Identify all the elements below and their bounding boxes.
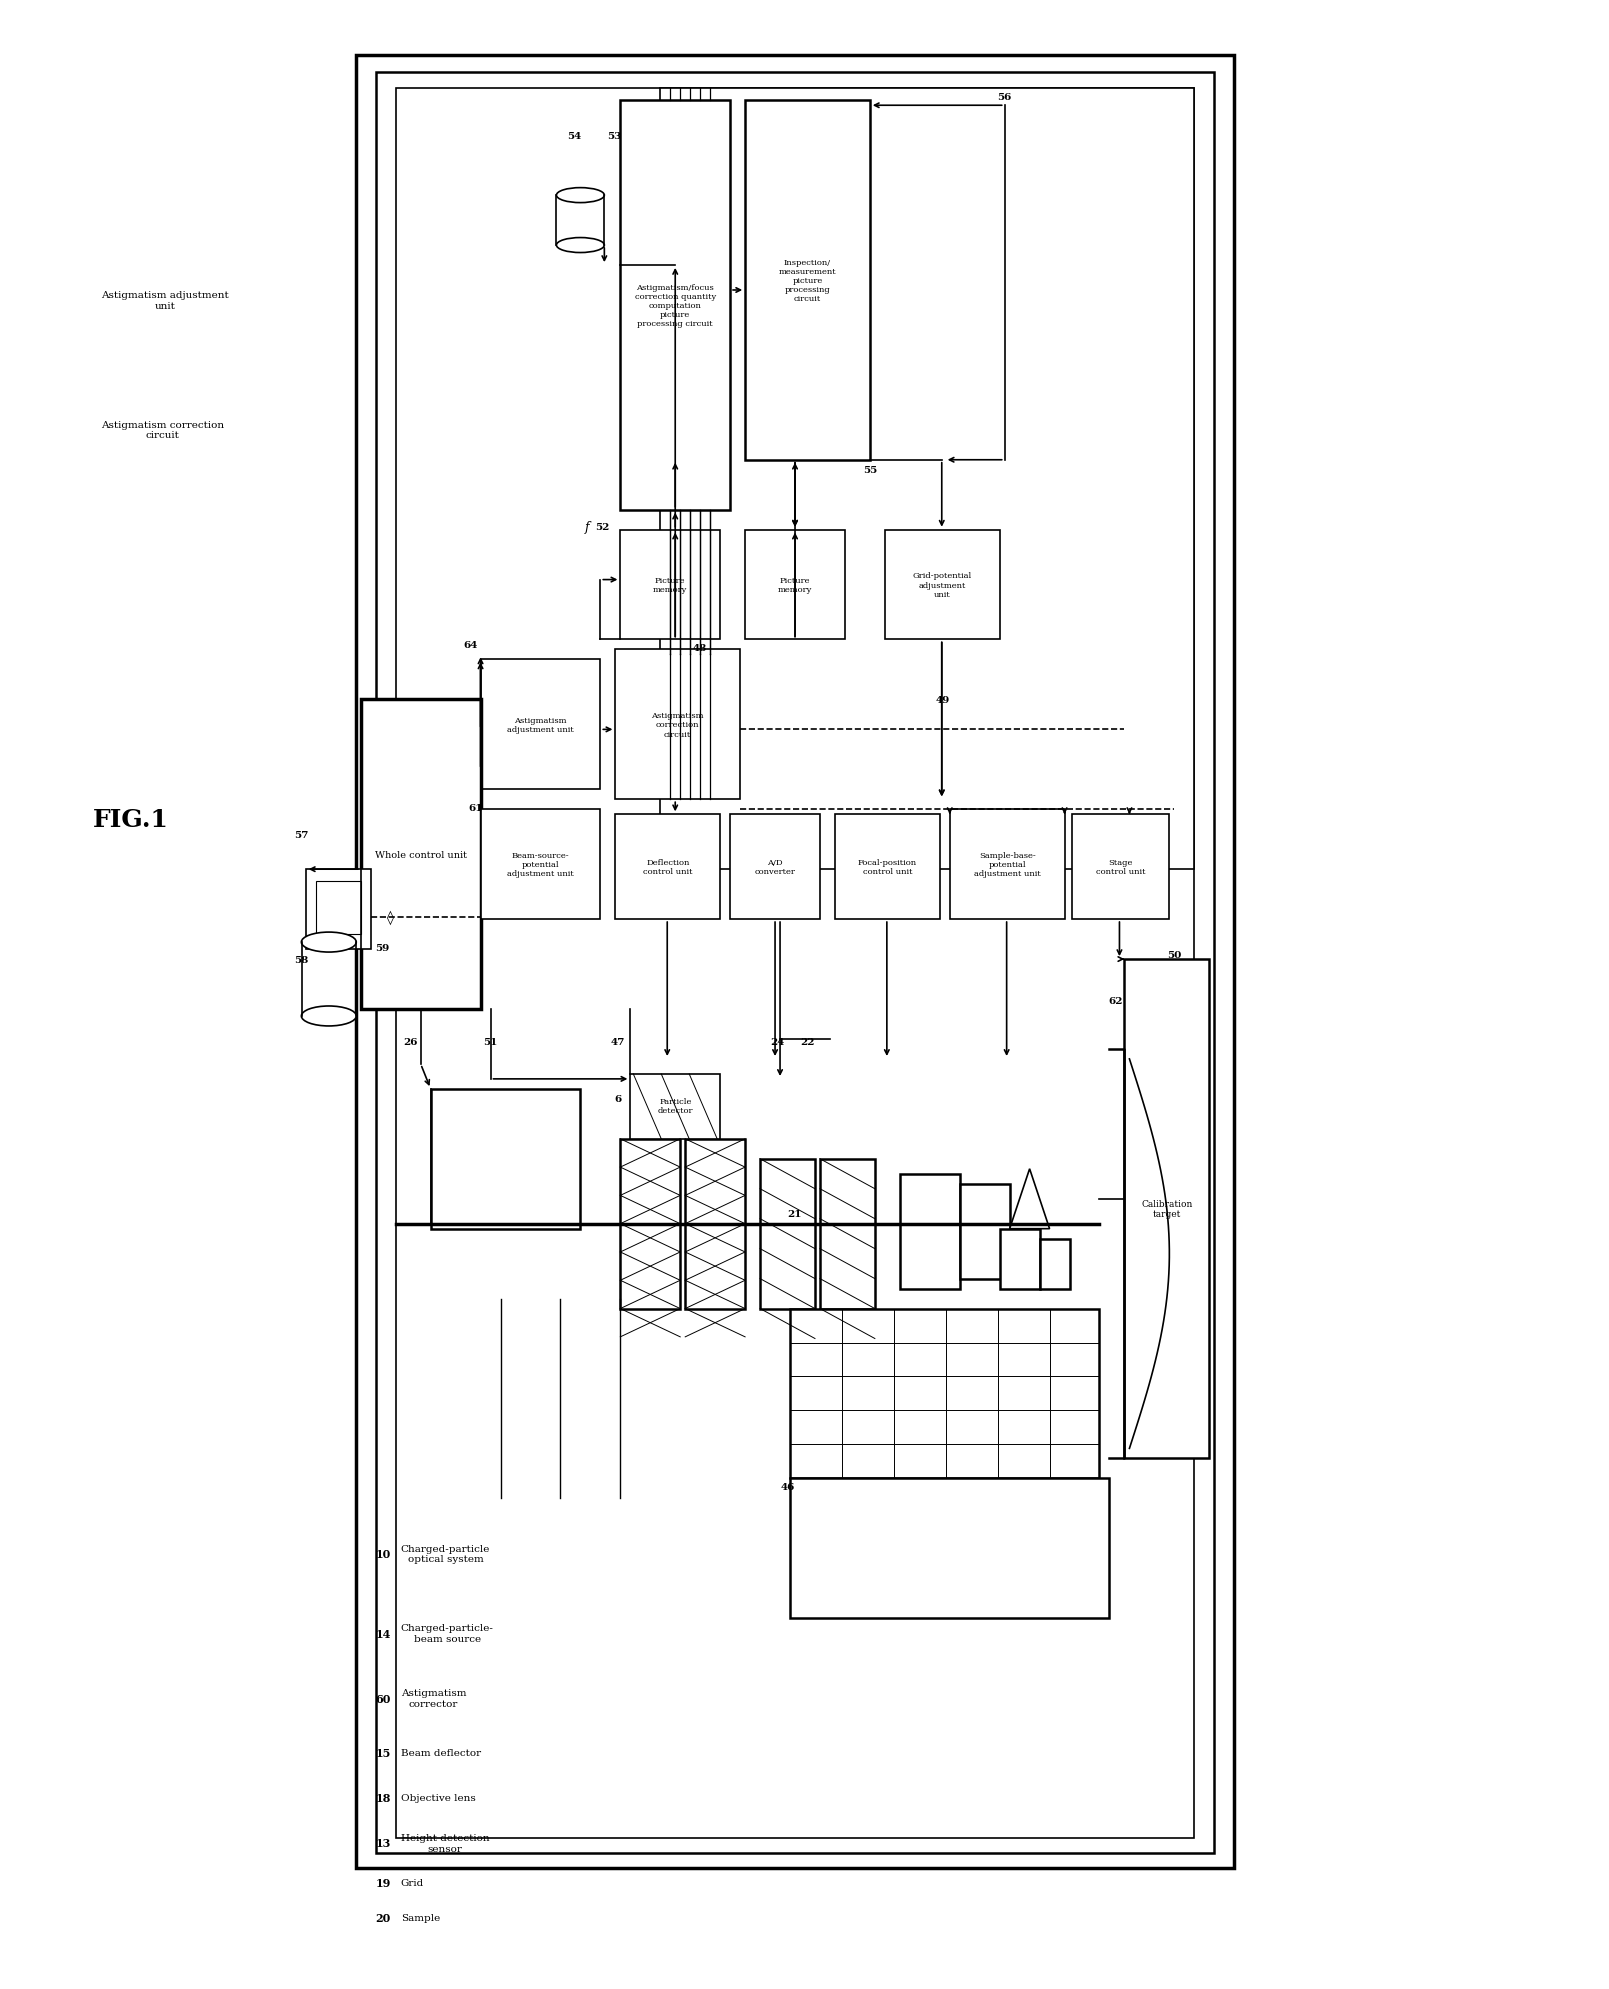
Bar bbox=[949, 810, 1065, 919]
Text: 55: 55 bbox=[862, 465, 877, 475]
Text: 51: 51 bbox=[483, 1038, 497, 1046]
Bar bbox=[821, 1160, 875, 1309]
Text: 46: 46 bbox=[780, 1482, 795, 1492]
Text: Sample-base-
potential
adjustment unit: Sample-base- potential adjustment unit bbox=[973, 851, 1041, 877]
Bar bbox=[377, 74, 1215, 1854]
Text: 52: 52 bbox=[595, 523, 610, 531]
Text: 64: 64 bbox=[463, 640, 478, 650]
Bar bbox=[759, 1160, 816, 1309]
Bar bbox=[481, 660, 600, 790]
Text: Deflection
control unit: Deflection control unit bbox=[644, 859, 692, 875]
Text: Particle
detector: Particle detector bbox=[658, 1098, 693, 1116]
Bar bbox=[1039, 1239, 1070, 1289]
Text: Astigmatism/focus
correction quantity
computation
picture
processing circuit: Astigmatism/focus correction quantity co… bbox=[634, 282, 716, 328]
Bar bbox=[745, 531, 845, 640]
Text: Stage
control unit: Stage control unit bbox=[1096, 859, 1146, 875]
Text: Charged-particle
optical system: Charged-particle optical system bbox=[401, 1543, 491, 1563]
Text: 24: 24 bbox=[769, 1038, 784, 1046]
Bar bbox=[835, 815, 940, 919]
Text: Astigmatism
corrector: Astigmatism corrector bbox=[401, 1689, 467, 1709]
Text: 49: 49 bbox=[936, 696, 949, 704]
Text: 20: 20 bbox=[375, 1911, 391, 1923]
Bar bbox=[356, 56, 1234, 1868]
Text: Astigmatism adjustment
unit: Astigmatism adjustment unit bbox=[101, 290, 228, 310]
Bar bbox=[790, 1478, 1110, 1619]
Text: Objective lens: Objective lens bbox=[401, 1794, 475, 1802]
Text: Astigmatism correction
circuit: Astigmatism correction circuit bbox=[101, 422, 224, 440]
Bar bbox=[745, 101, 870, 461]
Text: 6: 6 bbox=[615, 1094, 623, 1104]
Bar bbox=[396, 90, 1194, 1838]
Bar bbox=[360, 700, 481, 1010]
Text: 21: 21 bbox=[787, 1209, 801, 1219]
Bar bbox=[481, 810, 600, 919]
Ellipse shape bbox=[557, 239, 605, 253]
Text: ◊: ◊ bbox=[388, 911, 394, 925]
Text: 26: 26 bbox=[404, 1038, 418, 1046]
Text: Picture
memory: Picture memory bbox=[777, 577, 813, 595]
Text: Beam-source-
potential
adjustment unit: Beam-source- potential adjustment unit bbox=[507, 851, 574, 877]
Bar bbox=[1125, 959, 1210, 1458]
Text: Sample: Sample bbox=[401, 1913, 439, 1921]
Bar bbox=[685, 1140, 745, 1309]
Bar bbox=[885, 531, 999, 640]
Text: Astigmatism
correction
circuit: Astigmatism correction circuit bbox=[652, 712, 705, 738]
Text: 62: 62 bbox=[1109, 996, 1123, 1006]
Bar bbox=[631, 1074, 721, 1140]
Text: Beam deflector: Beam deflector bbox=[401, 1748, 481, 1758]
Text: 54: 54 bbox=[568, 131, 581, 141]
Text: 22: 22 bbox=[801, 1038, 816, 1046]
Bar bbox=[959, 1183, 1009, 1279]
Bar bbox=[1072, 815, 1170, 919]
Text: Grid: Grid bbox=[401, 1878, 423, 1888]
Text: 18: 18 bbox=[375, 1792, 391, 1804]
Text: Astigmatism
adjustment unit: Astigmatism adjustment unit bbox=[507, 716, 574, 734]
Text: 19: 19 bbox=[375, 1878, 391, 1888]
Bar bbox=[621, 531, 721, 640]
Text: 61: 61 bbox=[468, 804, 483, 812]
Text: 48: 48 bbox=[693, 644, 708, 652]
Text: 47: 47 bbox=[610, 1038, 624, 1046]
Bar bbox=[730, 815, 821, 919]
Bar bbox=[660, 90, 1194, 869]
Bar bbox=[999, 1229, 1039, 1289]
Bar bbox=[615, 650, 740, 800]
Text: 58: 58 bbox=[294, 955, 307, 965]
Ellipse shape bbox=[557, 189, 605, 203]
Text: 15: 15 bbox=[375, 1748, 391, 1758]
Text: Calibration
target: Calibration target bbox=[1141, 1199, 1192, 1219]
Text: Height detection
sensor: Height detection sensor bbox=[401, 1834, 489, 1852]
Text: 14: 14 bbox=[375, 1627, 391, 1639]
Polygon shape bbox=[1009, 1170, 1049, 1229]
Text: 13: 13 bbox=[375, 1838, 391, 1848]
Text: Picture
memory: Picture memory bbox=[653, 577, 687, 595]
Bar bbox=[306, 869, 370, 949]
Bar bbox=[315, 881, 360, 935]
Bar bbox=[899, 1174, 959, 1289]
Text: Focal-position
control unit: Focal-position control unit bbox=[858, 859, 917, 875]
Text: Inspection/
measurement
picture
processing
circuit: Inspection/ measurement picture processi… bbox=[779, 259, 837, 302]
Ellipse shape bbox=[301, 933, 356, 953]
Text: Charged-particle-
beam source: Charged-particle- beam source bbox=[401, 1623, 494, 1643]
Text: 10: 10 bbox=[375, 1547, 391, 1559]
Bar bbox=[621, 101, 730, 511]
Bar bbox=[621, 1140, 681, 1309]
Text: Grid-potential
adjustment
unit: Grid-potential adjustment unit bbox=[912, 573, 972, 599]
Bar bbox=[615, 815, 721, 919]
Text: 56: 56 bbox=[998, 93, 1012, 101]
Text: FIG.1: FIG.1 bbox=[93, 808, 169, 831]
Text: A/D
converter: A/D converter bbox=[755, 859, 795, 875]
Text: 50: 50 bbox=[1167, 951, 1181, 959]
Ellipse shape bbox=[301, 1006, 356, 1026]
Text: f: f bbox=[586, 521, 589, 533]
Text: 57: 57 bbox=[294, 829, 307, 839]
Bar bbox=[790, 1309, 1099, 1478]
Text: 53: 53 bbox=[607, 131, 621, 141]
Text: 59: 59 bbox=[375, 943, 389, 953]
Text: Whole control unit: Whole control unit bbox=[375, 849, 467, 859]
Text: 60: 60 bbox=[375, 1693, 391, 1705]
Bar bbox=[431, 1090, 581, 1229]
